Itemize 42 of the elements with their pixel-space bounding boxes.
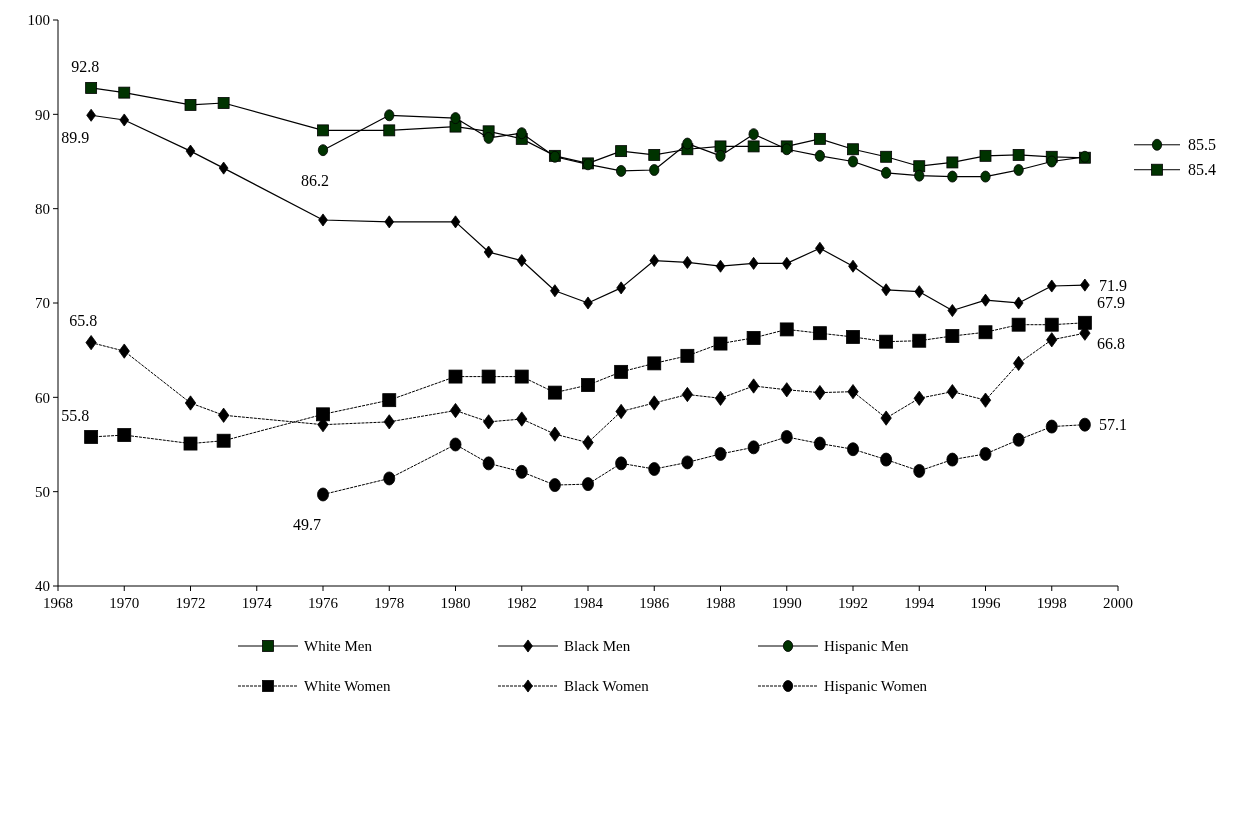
x-tick-label: 1968 [43,595,73,611]
x-tick-label: 1980 [440,595,471,611]
annotation: 67.9 [1096,294,1125,312]
y-tick-label: 70 [35,295,50,312]
y-tick-label: 50 [35,483,50,500]
annotation: 89.9 [61,128,90,146]
x-tick-label: 2000 [1103,595,1133,611]
annotation: 55.8 [61,406,90,424]
text: 85.4 [1188,161,1216,179]
y-tick-label: 80 [35,200,50,217]
annotation: 57.1 [1098,416,1127,434]
annotation: 92.8 [71,57,100,75]
legend-label: White Women [304,678,391,695]
x-tick-label: 1988 [705,595,736,611]
text: 85.5 [1188,136,1216,154]
x-tick-label: 1976 [308,595,339,611]
y-tick-label: 60 [35,389,50,406]
y-tick-label: 40 [35,578,50,595]
annotation: 49.7 [293,516,321,534]
annotation: 86.2 [301,171,329,189]
legend-label: Hispanic Men [824,638,910,655]
x-tick-label: 1972 [175,595,206,611]
x-tick-label: 1996 [970,595,1001,611]
annotation: 66.8 [1096,334,1125,352]
annotation: 71.9 [1098,276,1127,294]
x-tick-label: 1978 [374,595,405,611]
legend-label: Black Women [564,678,650,695]
legend-label: White Men [304,638,373,655]
x-tick-label: 1990 [771,595,802,611]
x-tick-label: 1986 [639,595,670,611]
x-tick-label: 1970 [109,595,140,611]
x-tick-label: 1998 [1036,595,1067,611]
x-tick-label: 1984 [573,595,604,611]
x-tick-label: 1982 [506,595,537,611]
x-tick-label: 1992 [838,595,868,611]
annotation: 65.8 [69,312,98,330]
x-tick-label: 1974 [241,595,273,611]
legend-label: Hispanic Women [824,678,928,695]
y-tick-label: 90 [35,106,50,123]
legend-label: Black Men [564,638,631,655]
x-tick-label: 1994 [904,595,935,611]
y-tick-label: 100 [27,12,50,29]
